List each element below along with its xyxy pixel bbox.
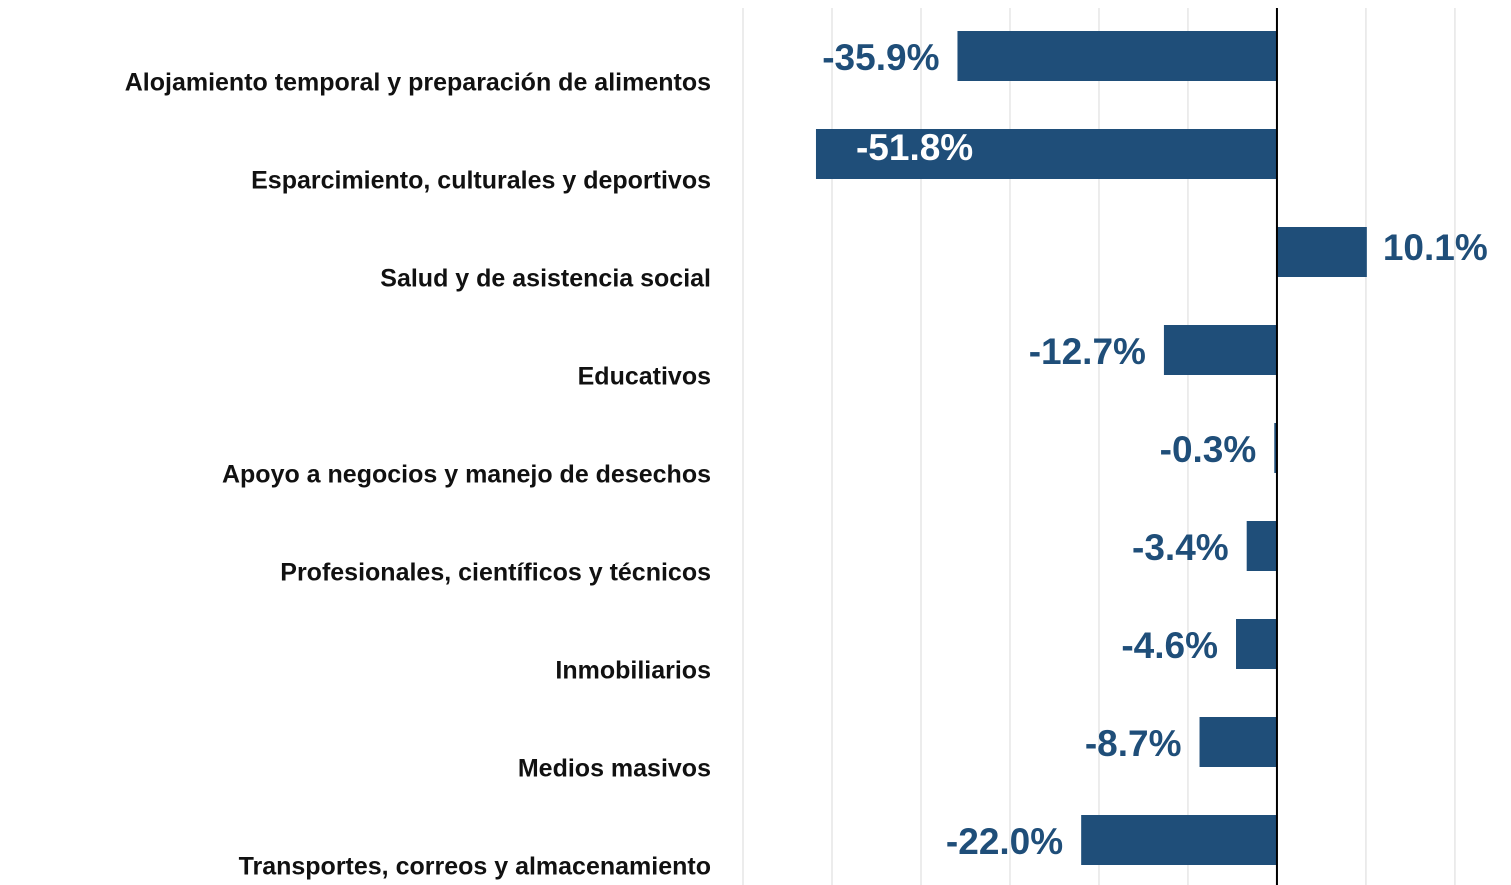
category-label: Apoyo a negocios y manejo de desechos (222, 461, 711, 489)
bar (1274, 423, 1278, 473)
bar (1236, 619, 1277, 669)
value-label: -22.0% (946, 821, 1063, 862)
value-label: -4.6% (1121, 625, 1218, 666)
category-label: Transportes, correos y almacenamiento (239, 853, 711, 881)
value-label: 10.1% (1383, 227, 1488, 268)
bar (1276, 227, 1367, 277)
value-label: -51.8% (856, 127, 973, 168)
bar (1246, 521, 1277, 571)
category-label: Alojamiento temporal y preparación de al… (125, 69, 711, 97)
category-label: Salud y de asistencia social (380, 265, 711, 293)
bar (1081, 815, 1277, 865)
value-label: -0.3% (1160, 429, 1257, 470)
category-label: Educativos (578, 363, 711, 391)
category-label: Medios masivos (518, 755, 711, 783)
bar (1163, 325, 1277, 375)
value-label: -3.4% (1132, 527, 1229, 568)
category-label: Inmobiliarios (555, 657, 711, 685)
value-label: -12.7% (1029, 331, 1146, 372)
bar (815, 129, 1277, 179)
category-label: Esparcimiento, culturales y deportivos (251, 167, 711, 195)
bar (1199, 717, 1277, 767)
value-label: -8.7% (1085, 723, 1182, 764)
value-label: -35.9% (822, 37, 939, 78)
category-label: Profesionales, científicos y técnicos (280, 559, 711, 587)
bar (957, 31, 1277, 81)
